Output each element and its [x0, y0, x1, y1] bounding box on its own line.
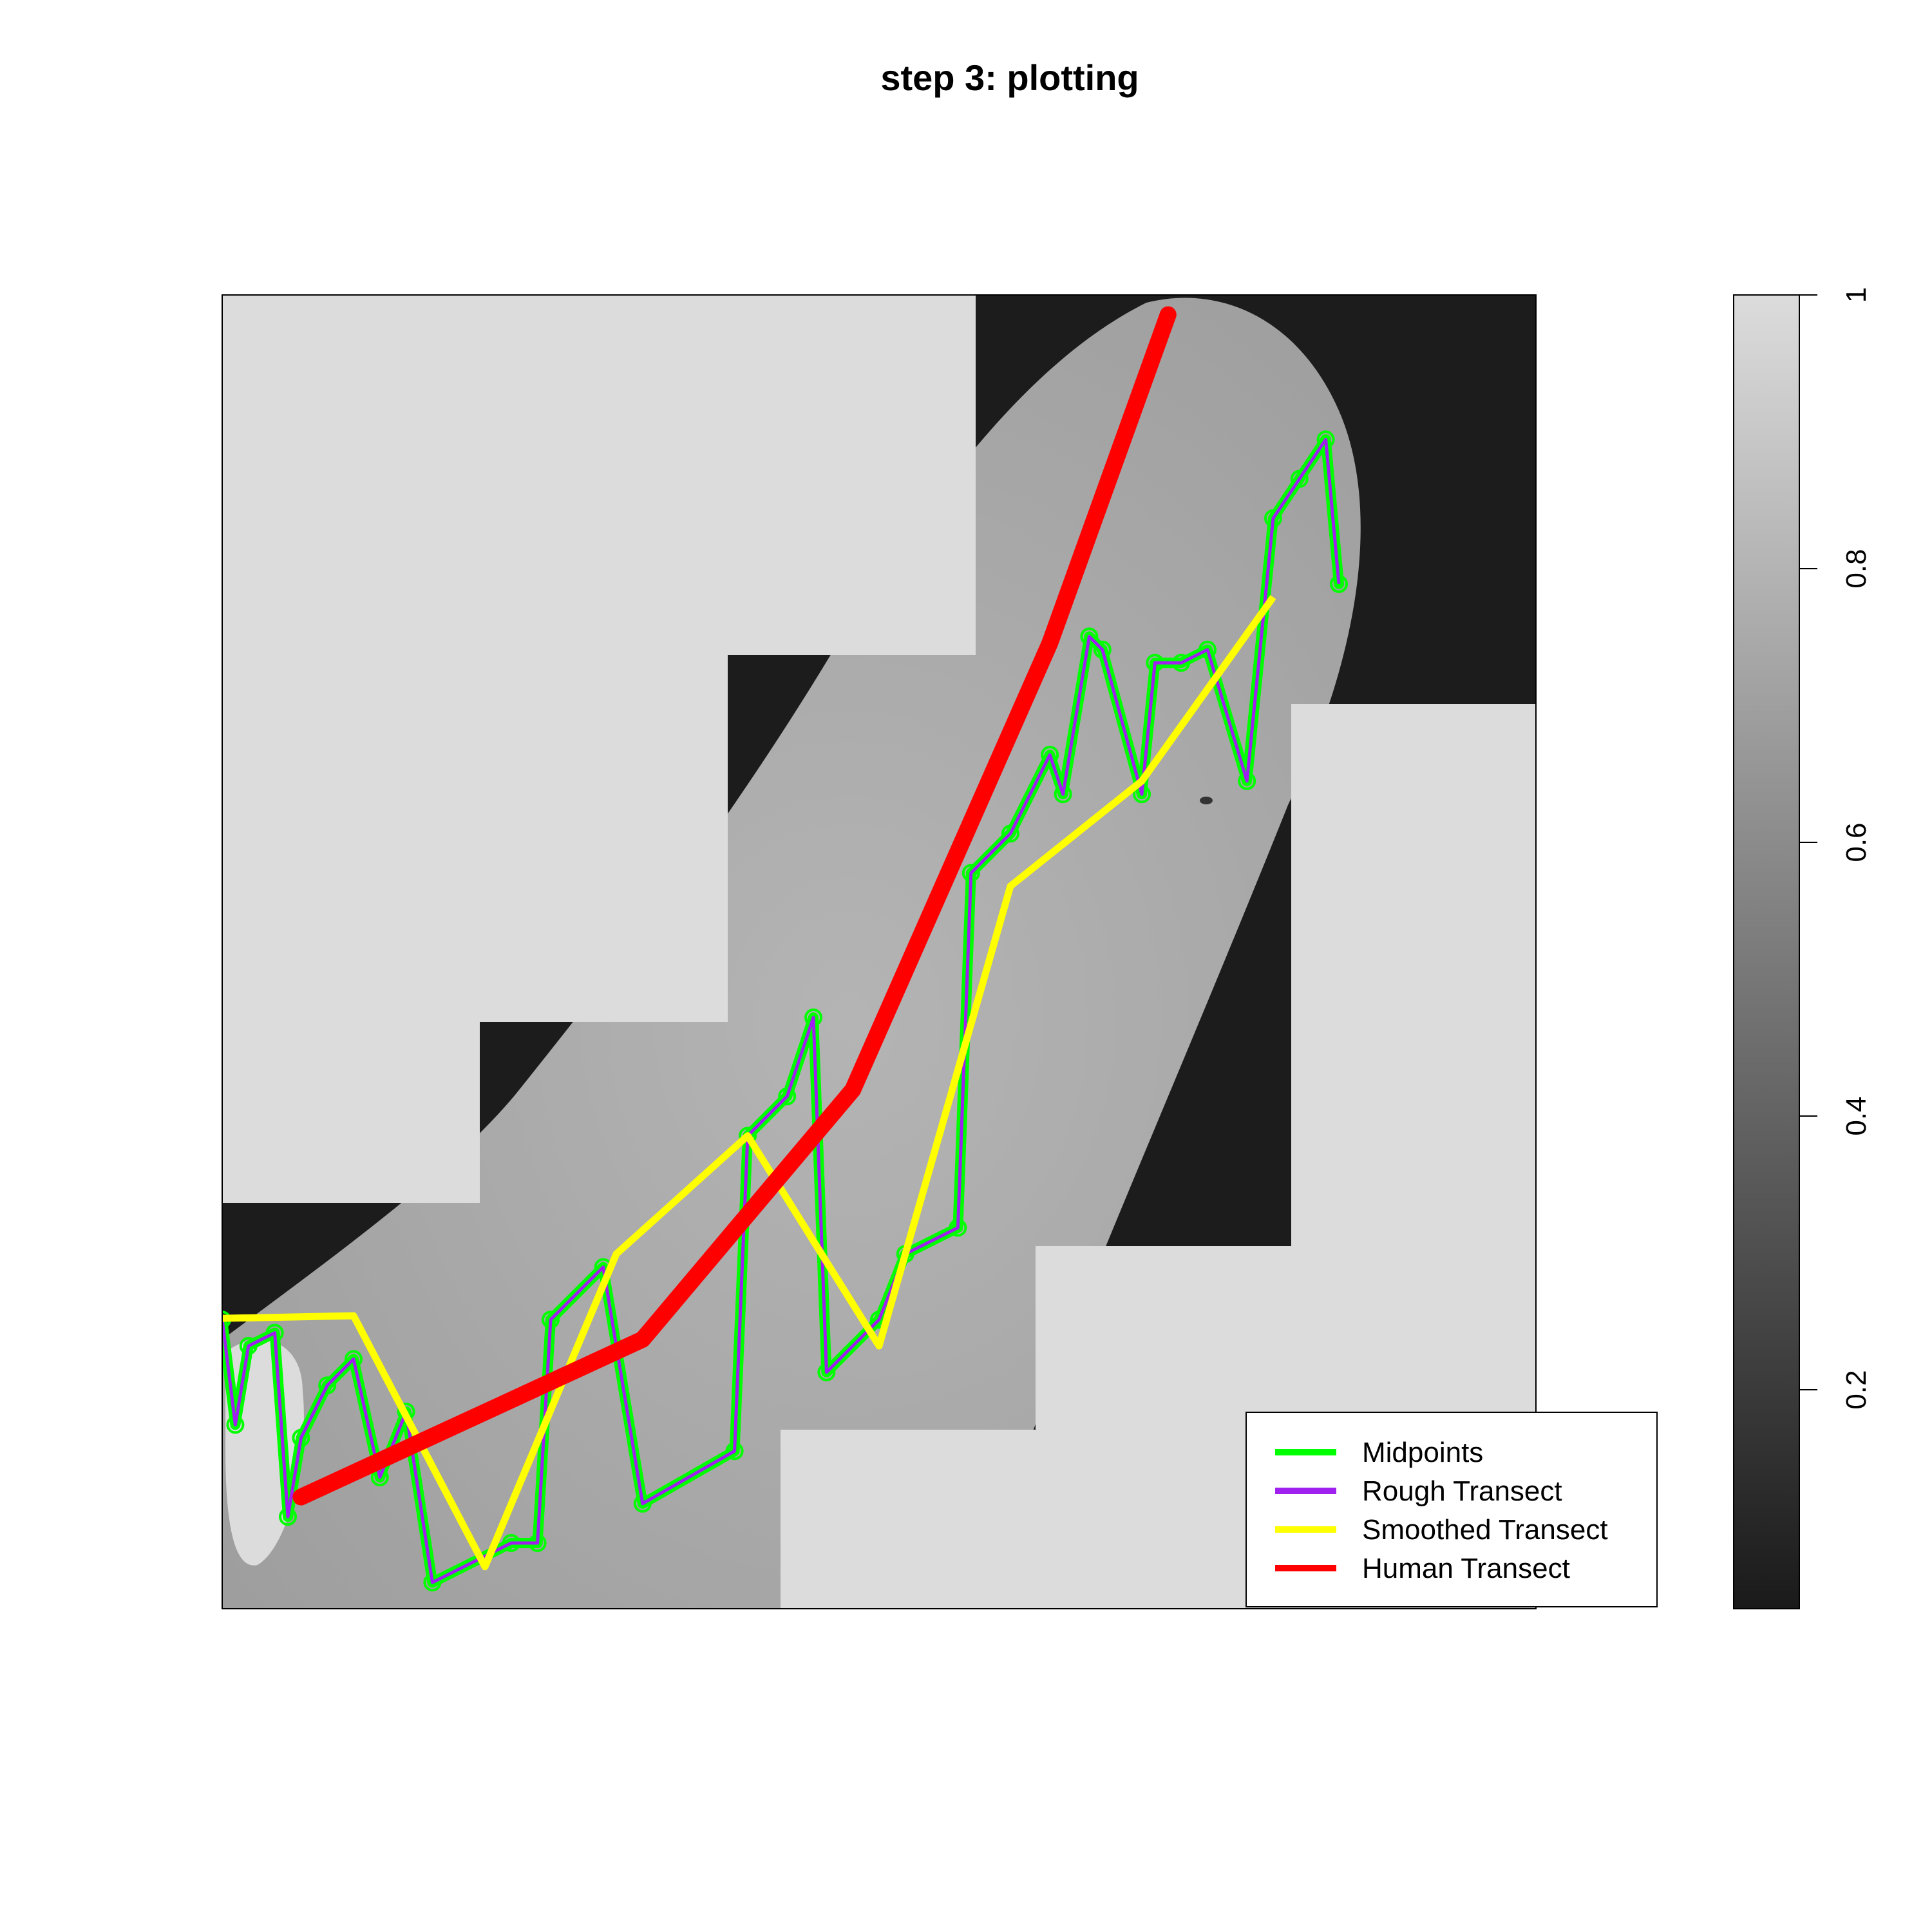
series-line-rough-transect — [222, 437, 1341, 1584]
series-layer — [222, 306, 1348, 1592]
chart-title: step 3: plotting — [880, 57, 1139, 98]
midpoint-marker-36 — [1290, 469, 1309, 488]
midpoint-marker-26 — [1041, 746, 1059, 764]
legend: Midpoints Rough Transect Smoothed Transect… — [1245, 1412, 1658, 1607]
legend-label-rough-transect: Rough Transect — [1362, 1475, 1562, 1507]
legend-box — [1245, 1412, 1658, 1607]
midpoint-marker-7 — [345, 1350, 363, 1368]
legend-label-human-transect: Human Transect — [1362, 1553, 1570, 1584]
midpoint-marker-33 — [1198, 640, 1217, 659]
midpoint-marker-18 — [778, 1087, 797, 1106]
colorbar-tick-label-0: 0.2 — [1841, 1370, 1872, 1409]
colorbar-tick-label-4: 1 — [1841, 287, 1872, 303]
series-line-smoothed-transect — [222, 595, 1276, 1571]
colorbar-tick-label-2: 0.6 — [1841, 822, 1872, 862]
legend-items: Midpoints Rough Transect Smoothed Transect… — [1275, 1437, 1608, 1584]
midpoint-marker-29 — [1093, 640, 1112, 659]
colorbar-ticks: 0.2 0.4 0.6 0.8 1 — [1799, 287, 1872, 1410]
midpoint-marker-25 — [1001, 824, 1019, 843]
series-line-human-transect — [292, 306, 1177, 1506]
legend-label-smoothed-transect: Smoothed Transect — [1362, 1514, 1608, 1546]
colorbar-tick-label-3: 0.8 — [1841, 549, 1872, 588]
midpoint-marker-6 — [318, 1376, 337, 1395]
plot-frame — [222, 294, 1537, 1609]
colorbar-tick-label-1: 0.4 — [1841, 1096, 1872, 1135]
colorbar: 0.2 0.4 0.6 0.8 1 — [1733, 287, 1872, 1609]
raster-image — [222, 295, 1536, 1609]
legend-label-midpoints: Midpoints — [1362, 1437, 1483, 1468]
colorbar-gradient — [1733, 294, 1800, 1609]
